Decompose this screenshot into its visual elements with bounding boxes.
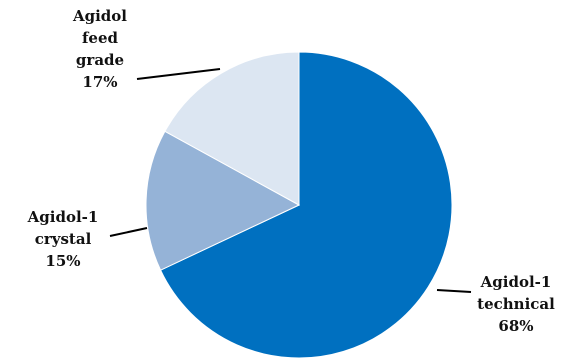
leader-line-2 [136, 68, 221, 80]
slice-value-label: 15% [45, 252, 80, 270]
pie-slice-1 [145, 130, 301, 271]
slice-name-line: Agidol-1 [480, 273, 552, 291]
pie-slices [145, 51, 453, 359]
slice-label-1: Agidol-1 crystal 15% [27, 208, 99, 270]
slice-name-line: technical [477, 295, 555, 313]
slice-value-label: 68% [498, 317, 533, 335]
pie-slice-2 [164, 51, 300, 206]
slice-name-line: grade [76, 51, 124, 69]
leader-line-0 [436, 289, 472, 293]
slice-label-2: Agidol feed grade 17% [72, 7, 127, 91]
slice-name-line: feed [82, 29, 119, 47]
slice-name-line: Agidol-1 [27, 208, 99, 226]
slice-label-0: Agidol-1 technical 68% [477, 273, 555, 335]
slice-name-line: crystal [35, 230, 92, 248]
slice-name-line: Agidol [72, 7, 127, 25]
leader-lines [109, 68, 472, 293]
slice-labels: Agidol-1 technical 68%Agidol-1 crystal 15%Ag… [27, 7, 555, 335]
pie-slice-0 [159, 51, 453, 359]
leader-line-1 [109, 227, 148, 237]
slice-value-label: 17% [82, 73, 117, 91]
